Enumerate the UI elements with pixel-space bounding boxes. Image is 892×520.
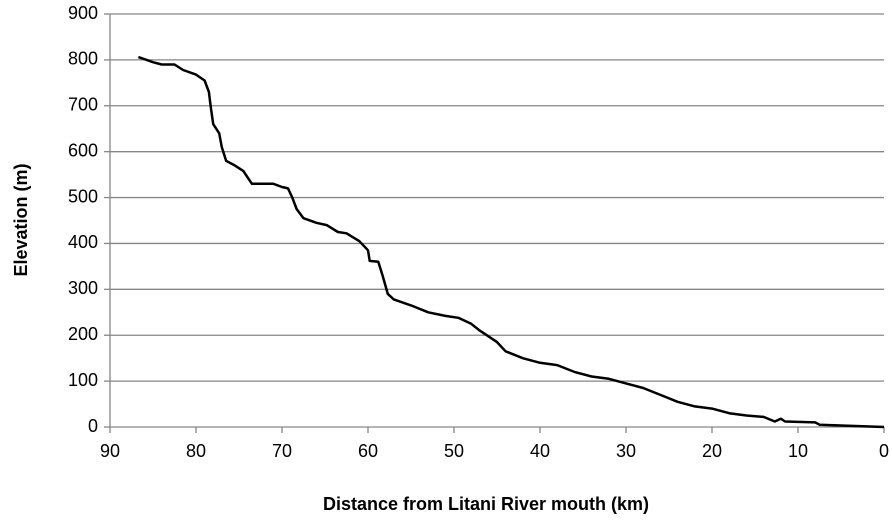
y-tick-label: 200 (68, 324, 98, 344)
y-tick-label: 600 (68, 140, 98, 160)
x-tick-label: 60 (358, 441, 378, 461)
y-tick-label: 400 (68, 232, 98, 252)
y-tick-label: 700 (68, 95, 98, 115)
y-tick-label: 500 (68, 186, 98, 206)
y-tick-label: 100 (68, 370, 98, 390)
x-tick-label: 50 (444, 441, 464, 461)
x-tick-label: 40 (530, 441, 550, 461)
x-tick-label: 10 (788, 441, 808, 461)
x-axis-title: Distance from Litani River mouth (km) (323, 494, 649, 514)
x-tick-label: 20 (702, 441, 722, 461)
x-tick-label: 30 (616, 441, 636, 461)
x-tick-label: 90 (100, 441, 120, 461)
elevation-line (137, 55, 885, 429)
y-tick-label: 800 (68, 49, 98, 69)
x-tick-label: 0 (879, 441, 889, 461)
y-tick-label: 300 (68, 278, 98, 298)
y-axis-title: Elevation (m) (11, 163, 31, 276)
x-tick-label: 70 (272, 441, 292, 461)
y-tick-label: 900 (68, 3, 98, 23)
y-tick-label: 0 (88, 416, 98, 436)
x-tick-label: 80 (186, 441, 206, 461)
